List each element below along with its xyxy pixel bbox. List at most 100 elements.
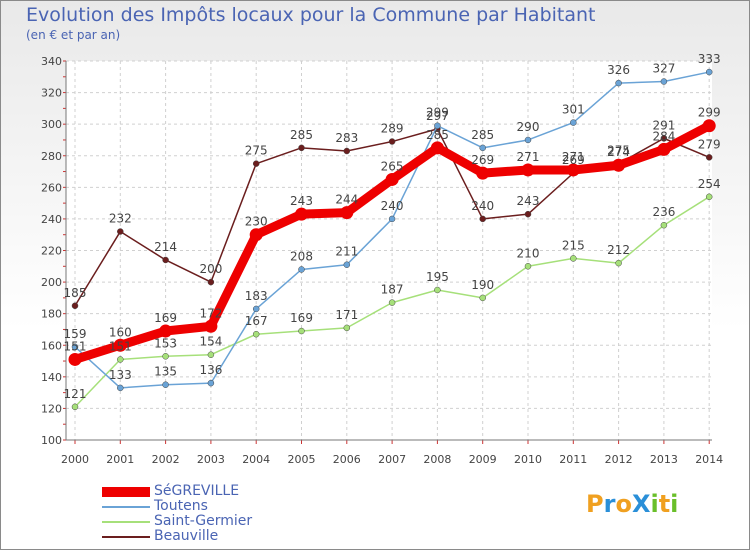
data-label: 285 [290, 128, 313, 142]
x-tick-label: 2013 [650, 453, 678, 466]
data-label: 172 [199, 306, 222, 320]
data-label: 214 [154, 240, 177, 254]
legend-label: Beauville [154, 528, 219, 544]
data-label: 326 [607, 63, 630, 77]
data-label: 215 [562, 238, 585, 252]
data-label: 232 [109, 212, 132, 226]
legend-label: SéGREVILLE [154, 483, 240, 499]
data-point [657, 142, 671, 156]
plot-area [66, 61, 712, 440]
data-label: 275 [607, 144, 630, 158]
x-tick-label: 2012 [605, 453, 633, 466]
data-point [660, 221, 668, 229]
x-tick-label: 2008 [423, 453, 451, 466]
data-label: 284 [652, 129, 675, 143]
legend-swatch [102, 521, 150, 523]
data-point [162, 256, 169, 264]
proxiti-logo: ProXiti [586, 490, 678, 518]
x-tick-label: 2007 [378, 453, 406, 466]
data-label: 240 [381, 199, 404, 213]
data-label: 279 [698, 137, 721, 151]
data-point [705, 68, 713, 76]
logo-letter: i [670, 490, 679, 518]
data-label: 169 [290, 311, 313, 325]
data-label: 210 [517, 246, 540, 260]
data-point [479, 144, 486, 152]
data-point [660, 78, 668, 85]
x-tick-label: 2004 [242, 453, 270, 466]
y-tick-label: 320 [41, 87, 62, 100]
data-point [479, 215, 486, 223]
data-point [434, 286, 441, 294]
data-point [252, 160, 260, 167]
data-label: 121 [64, 387, 87, 401]
data-label: 299 [698, 106, 721, 120]
data-point [207, 278, 215, 286]
y-tick-label: 140 [41, 371, 62, 384]
data-point [204, 319, 218, 333]
data-point [524, 263, 532, 270]
y-tick-label: 340 [41, 55, 62, 68]
data-label: 301 [562, 103, 585, 117]
data-point [159, 324, 173, 338]
data-point [298, 327, 305, 335]
x-tick-label: 2011 [559, 453, 587, 466]
data-point [343, 261, 351, 268]
logo-letter: P [586, 490, 604, 518]
data-point [340, 206, 354, 220]
data-label: 240 [471, 199, 494, 213]
data-point [113, 338, 127, 352]
legend-swatch [102, 506, 150, 508]
x-tick-label: 2009 [469, 453, 497, 466]
data-label: 136 [199, 363, 222, 377]
data-point [570, 119, 577, 126]
data-label: 297 [426, 109, 449, 123]
data-label: 151 [64, 339, 87, 353]
data-point [705, 193, 713, 201]
data-point [117, 384, 124, 392]
data-point [162, 381, 169, 388]
data-label: 195 [426, 270, 449, 284]
data-point [566, 163, 580, 177]
data-label: 285 [471, 128, 494, 142]
data-label: 236 [652, 205, 675, 219]
data-point [476, 166, 490, 180]
data-point [298, 266, 305, 273]
data-point [207, 379, 215, 387]
logo-letter: o [615, 490, 632, 518]
y-tick-label: 100 [41, 434, 62, 447]
y-tick-label: 160 [41, 339, 62, 352]
logo-letter: r [603, 490, 616, 518]
logo-letter: i [650, 490, 659, 518]
data-point [162, 353, 169, 360]
data-label: 133 [109, 368, 132, 382]
y-tick-label: 180 [41, 308, 62, 321]
data-label: 183 [245, 289, 268, 303]
data-point [615, 79, 622, 87]
data-point [117, 356, 124, 363]
data-label: 167 [245, 314, 268, 328]
y-tick-label: 260 [41, 181, 62, 194]
x-tick-label: 2000 [61, 453, 89, 466]
series [68, 68, 716, 411]
data-label: 265 [381, 159, 404, 173]
data-label: 187 [381, 283, 404, 297]
y-tick-label: 120 [41, 402, 62, 415]
y-tick-label: 240 [41, 213, 62, 226]
data-point [71, 343, 79, 351]
data-label: 159 [64, 327, 87, 341]
data-point [207, 351, 215, 358]
data-label: 283 [335, 131, 358, 145]
y-tick-label: 200 [41, 276, 62, 289]
data-label: 291 [652, 118, 675, 132]
data-point [430, 141, 444, 155]
data-label: 289 [381, 122, 404, 136]
x-tick-label: 2003 [197, 453, 225, 466]
data-point [479, 294, 486, 302]
x-tick-label: 2005 [288, 453, 316, 466]
y-tick-label: 220 [41, 245, 62, 258]
data-point [71, 302, 79, 310]
data-label: 154 [199, 335, 222, 349]
data-point [434, 122, 441, 129]
logo-letter: t [658, 490, 671, 518]
